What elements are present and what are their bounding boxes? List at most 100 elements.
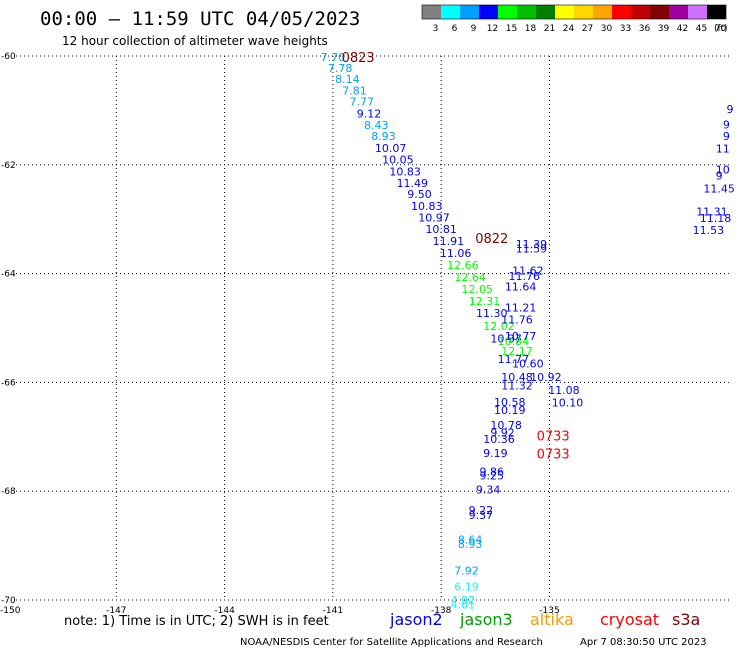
color-scale-swatch	[669, 5, 688, 19]
swh-label-cryosat: 10.77	[505, 330, 537, 343]
swh-label-s3a: 10.78	[490, 419, 522, 432]
swh-label-s3a: 10.81	[425, 223, 457, 236]
swh-label-s3a: 9.50	[407, 188, 432, 201]
swh-label-s3a: 10.84	[498, 335, 530, 348]
swh-label-jason3: 11.45	[703, 183, 735, 196]
x-axis-tick-labels: -150 -147 -144 -141 -138 -135	[0, 606, 560, 616]
swh-label-s3a: 8.64	[458, 534, 483, 547]
pass-time-labels: 0823 0822 0733 0733	[342, 51, 570, 463]
swh-label-s3a: 9.92	[490, 426, 515, 439]
swh-label-s3a: 12.64	[454, 271, 486, 284]
swh-label-s3a: 10.83	[411, 200, 443, 213]
footer-note: note: 1) Time is in UTC; 2) SWH is in fe…	[64, 614, 329, 629]
color-scale-swatch	[688, 5, 707, 19]
swh-label-s3a: 4.01	[451, 598, 476, 611]
page-title: 00:00 – 11:59 UTC 04/05/2023	[40, 8, 360, 30]
y-tick-label: -62	[1, 161, 16, 171]
swh-label-jason3: 11	[716, 142, 730, 155]
swh-label-s3a: 10.37	[490, 332, 522, 345]
swh-label-s3a: 10.58	[494, 396, 526, 409]
color-scale-swatch	[441, 5, 460, 19]
swh-label-s3a: 6.19	[454, 580, 479, 593]
pass-time-label: 0733	[537, 430, 570, 445]
satellite-legend: jason2 jason3 altika cryosat s3a	[389, 610, 700, 629]
swh-data-labels: 7.707.788.147.817.779.128.438.9310.0710.…	[321, 51, 735, 611]
color-scale-frame	[421, 4, 727, 20]
y-tick-label: -64	[1, 270, 16, 280]
swh-label-s3a: 11.06	[440, 247, 472, 260]
x-tick-label: -150	[0, 606, 21, 616]
pass-time-label: 0733	[537, 448, 570, 463]
swh-label-s3a: 12.17	[501, 345, 533, 358]
y-tick-label: -70	[1, 596, 16, 606]
swh-label-cryosat: 11.76	[501, 313, 533, 326]
color-scale-swatch	[612, 5, 631, 19]
color-scale-label: 12	[487, 24, 498, 34]
swh-label-s3a: 10.92	[530, 371, 562, 384]
color-scale-swatch	[536, 5, 555, 19]
y-tick-label: -66	[1, 378, 16, 388]
color-scale-label: 18	[525, 24, 537, 34]
swh-label-s3a: 7.78	[328, 62, 353, 75]
swh-label-cryosat: 11.39	[516, 238, 548, 251]
swh-label-s3a: 10.10	[552, 397, 584, 410]
color-scale-swatch	[650, 5, 669, 19]
x-tick-label: -144	[214, 606, 235, 616]
color-scale-label: 6	[452, 24, 458, 34]
color-scale-swatch	[422, 5, 441, 19]
swh-label-cryosat: 11.59	[516, 243, 548, 256]
color-scale-label: 27	[582, 24, 593, 34]
color-scale-label: 21	[544, 24, 555, 34]
color-scale-swatch	[555, 5, 574, 19]
color-scale-unit: (ft)	[714, 24, 728, 34]
swh-label-s3a: 10.07	[375, 142, 407, 155]
color-scale-label: 45	[696, 24, 707, 34]
pass-time-label: 0822	[475, 232, 508, 247]
swh-label-s3a: 7.70	[321, 51, 346, 64]
swh-label-jason3: 9	[716, 170, 723, 183]
swh-label-s3a: 10.83	[389, 165, 421, 178]
swh-label-s3a: 11.32	[501, 380, 533, 393]
color-scale-swatch	[479, 5, 498, 19]
swh-label-s3a: 11.91	[433, 235, 465, 248]
swh-label-s3a: 12.02	[483, 320, 515, 333]
satellite-legend-cryosat: cryosat	[600, 610, 659, 629]
swh-label-s3a: 9.37	[469, 509, 494, 522]
swh-label-s3a: 8.93	[371, 130, 396, 143]
color-scale-label: 39	[658, 24, 670, 34]
x-tick-label: -138	[431, 606, 452, 616]
color-scale-label: 36	[639, 24, 651, 34]
swh-label-s3a: 9.86	[479, 466, 504, 479]
swh-label-s3a: 8.93	[458, 538, 483, 551]
swh-label-s3a: 9.19	[483, 447, 508, 460]
color-scale-label: 3	[433, 24, 439, 34]
swh-label-cryosat: 11.64	[505, 281, 537, 294]
y-tick-label: -60	[1, 52, 16, 62]
swh-label-jason3: 11.18	[700, 212, 732, 225]
y-tick-label: -68	[1, 487, 16, 497]
swh-label-cryosat: 11.76	[508, 270, 540, 283]
color-scale-swatch	[460, 5, 479, 19]
color-scale-label: 9	[471, 24, 477, 34]
swh-label-s3a: 7.81	[342, 84, 367, 97]
swh-label-jason3: 10	[716, 164, 730, 177]
swh-label-s3a: 11.77	[498, 353, 530, 366]
generated-timestamp: Apr 7 08:30:50 UTC 2023	[580, 637, 707, 648]
color-scale-swatch	[498, 5, 517, 19]
swh-label-s3a: 9.12	[357, 108, 382, 121]
color-scale-label: 70	[715, 24, 727, 34]
swh-label-s3a: 10.36	[483, 433, 515, 446]
color-scale-label: 33	[620, 24, 631, 34]
swh-label-s3a: 4.92	[451, 594, 476, 607]
x-tick-label: -147	[106, 606, 126, 616]
swh-label-s3a: 7.77	[350, 96, 375, 109]
color-scale-label: 24	[563, 24, 575, 34]
pass-time-label: 0823	[342, 51, 375, 66]
page-subtitle: 12 hour collection of altimeter wave hei…	[62, 34, 328, 48]
x-tick-label: -135	[539, 606, 559, 616]
swh-label-s3a: 10.97	[418, 212, 450, 225]
swh-label-jason3: 9	[727, 103, 734, 116]
color-scale-swatch	[631, 5, 650, 19]
y-axis-tick-labels: -60 -62 -64 -66 -68 -70	[1, 52, 16, 606]
swh-label-s3a: 10.60	[512, 357, 544, 370]
